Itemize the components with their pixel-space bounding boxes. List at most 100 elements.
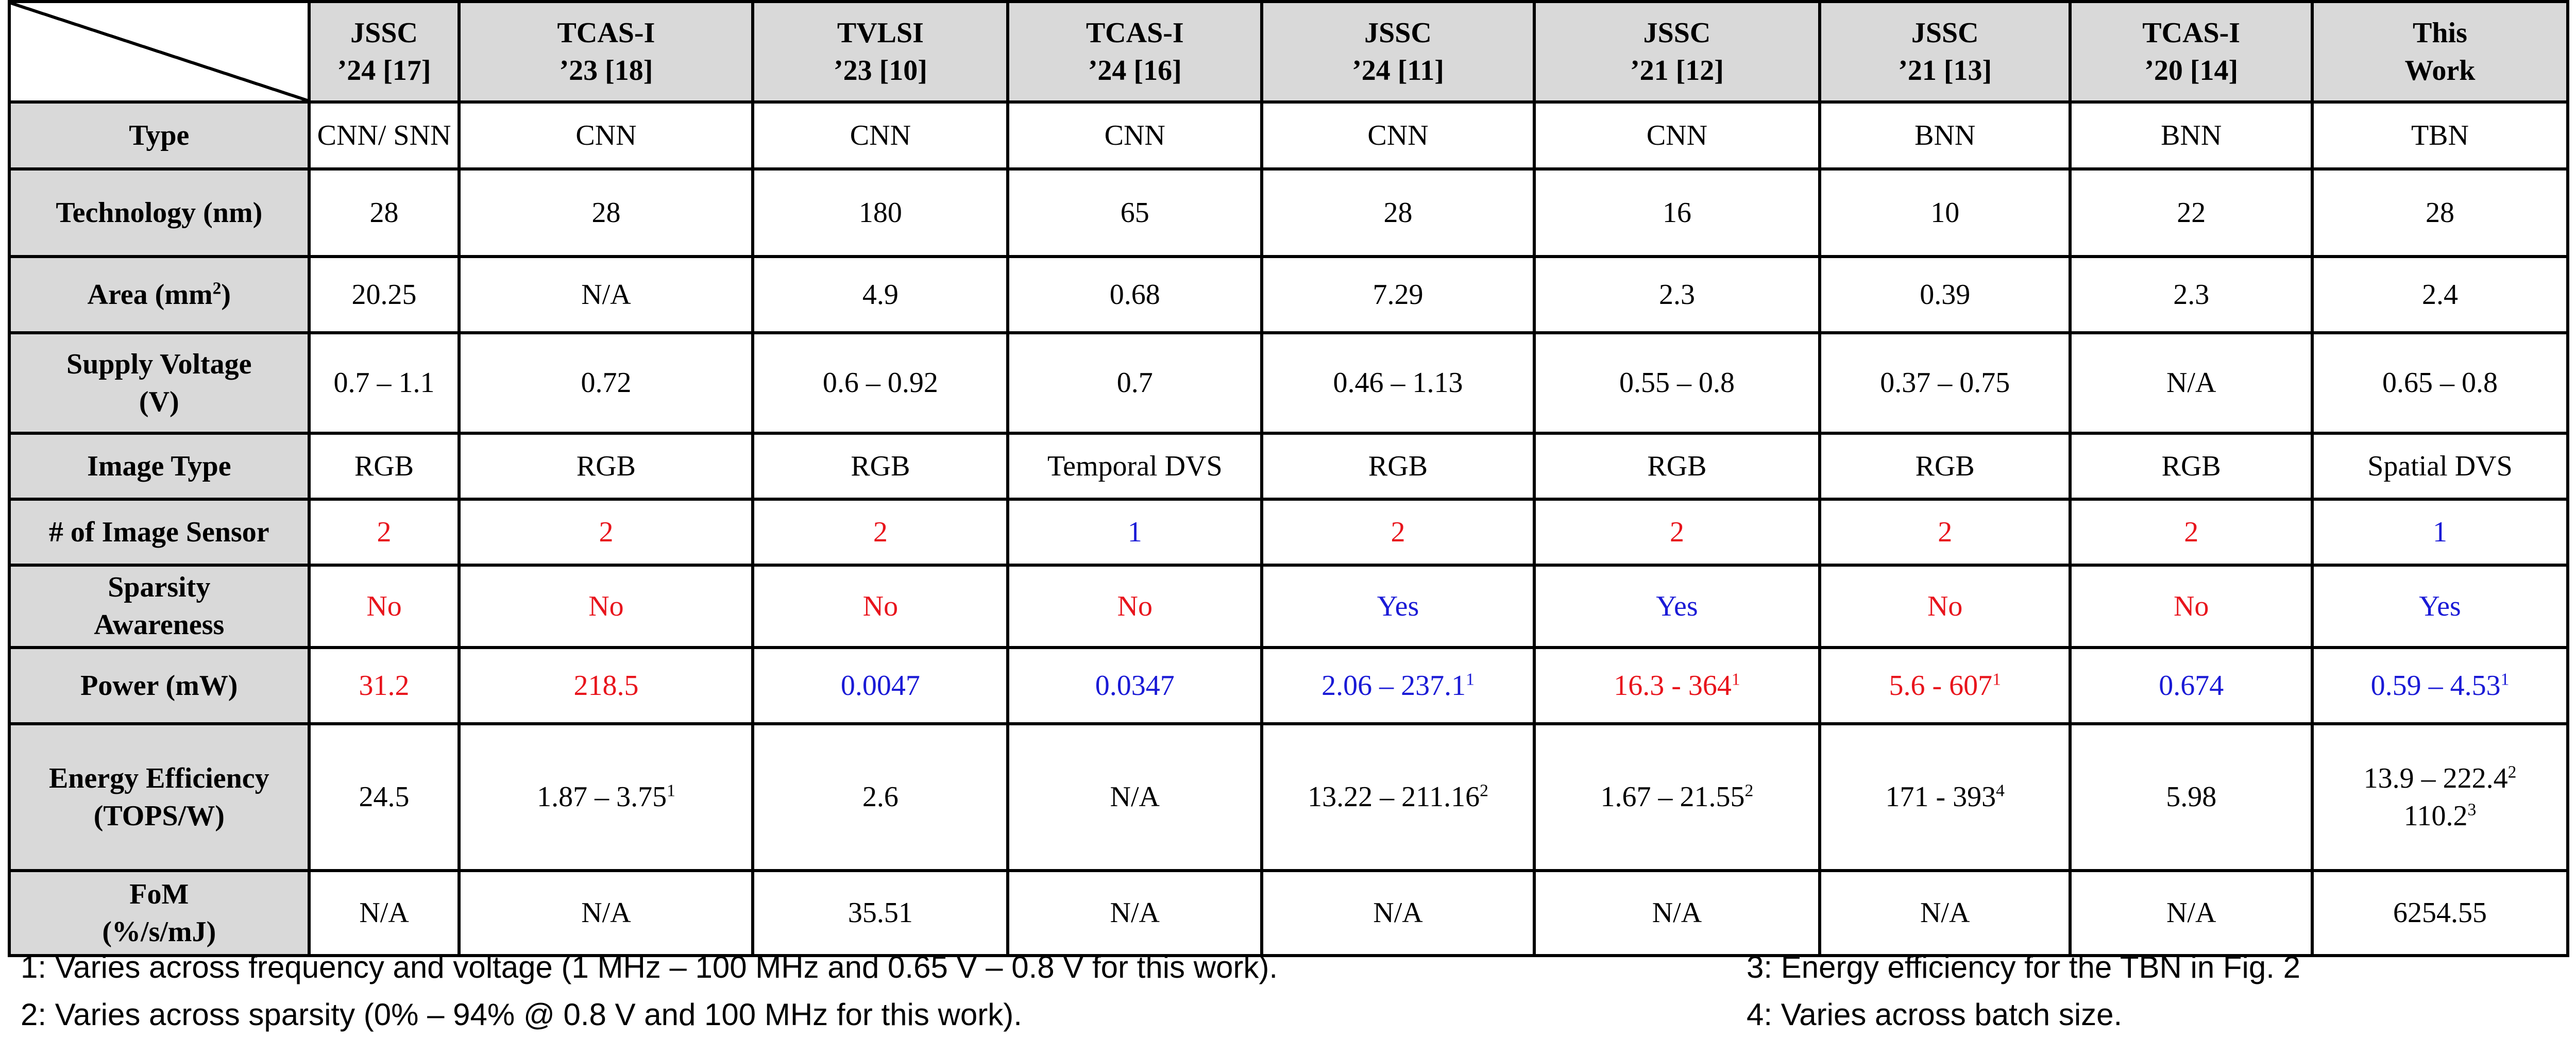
table-cell: RGB xyxy=(1532,432,1822,501)
table-cell: N/A xyxy=(2069,331,2314,435)
footnote: 1: Varies across frequency and voltage (… xyxy=(21,950,1278,984)
table-cell: 13.9 – 222.42 110.23 xyxy=(2310,722,2570,872)
table-cell: 0.0047 xyxy=(751,646,1010,725)
row-label: Type xyxy=(8,100,311,171)
table-row: Power (mW) 31.2 218.5 0.0047 0.0347 2.06 – 23… xyxy=(8,646,2570,725)
table-cell: 0.7 – 1.1 xyxy=(307,331,461,435)
table-cell: RGB xyxy=(1818,432,2072,501)
table-cell: No xyxy=(2069,564,2314,649)
table-cell: 2 xyxy=(1818,498,2072,567)
table-cell: 2 xyxy=(1260,498,1536,567)
table-cell: TBN xyxy=(2310,100,2570,171)
table-cell: 5.6 - 6071 xyxy=(1818,646,2072,725)
comparison-table: JSSC ’24 [17] TCAS-I ’23 [18] TVLSI ’23 [10… xyxy=(8,0,2570,957)
table-cell: N/A xyxy=(1260,869,1536,957)
table-cell: 6254.55 xyxy=(2310,869,2570,957)
table-cell: 2.4 xyxy=(2310,255,2570,334)
table-cell: 218.5 xyxy=(457,646,755,725)
col-header: TCAS-I ’24 [16] xyxy=(1006,0,1264,104)
table-cell: 2 xyxy=(2069,498,2314,567)
col-header: This Work xyxy=(2310,0,2570,104)
table-cell: 171 - 3934 xyxy=(1818,722,2072,872)
table-row: Sparsity Awareness No No No No Yes Yes No No Yes xyxy=(8,564,2570,649)
table-cell: No xyxy=(1006,564,1264,649)
table-cell: Yes xyxy=(1260,564,1536,649)
row-label: Sparsity Awareness xyxy=(8,564,311,649)
table-cell: N/A xyxy=(1006,722,1264,872)
row-label: Power (mW) xyxy=(8,646,311,725)
table-cell: 180 xyxy=(751,167,1010,258)
table-cell: 24.5 xyxy=(307,722,461,872)
table-cell: 22 xyxy=(2069,167,2314,258)
corner-cell xyxy=(8,0,311,104)
table-cell: 0.7 xyxy=(1006,331,1264,435)
table-cell: 5.98 xyxy=(2069,722,2314,872)
col-header: TVLSI ’23 [10] xyxy=(751,0,1010,104)
table-cell: 2.3 xyxy=(1532,255,1822,334)
table-cell: 1.67 – 21.552 xyxy=(1532,722,1822,872)
table-cell: No xyxy=(751,564,1010,649)
table-cell: 2 xyxy=(457,498,755,567)
table-cell: BNN xyxy=(2069,100,2314,171)
table-cell: 0.59 – 4.531 xyxy=(2310,646,2570,725)
table-row: Supply Voltage (V) 0.7 – 1.1 0.72 0.6 – 0.92… xyxy=(8,331,2570,435)
table-cell: N/A xyxy=(1532,869,1822,957)
table-cell: CNN xyxy=(457,100,755,171)
row-label: Technology (nm) xyxy=(8,167,311,258)
table-cell: 7.29 xyxy=(1260,255,1536,334)
table-cell: 0.68 xyxy=(1006,255,1264,334)
table-cell: CNN/ SNN xyxy=(307,100,461,171)
table-row: Area (mm2) 20.25 N/A 4.9 0.68 7.29 2.3 0.39 2.3 2… xyxy=(8,255,2570,334)
table-cell: 0.46 – 1.13 xyxy=(1260,331,1536,435)
row-label: FoM (%/s/mJ) xyxy=(8,869,311,957)
table-cell: RGB xyxy=(1260,432,1536,501)
table-row: Type CNN/ SNN CNN CNN CNN CNN CNN BNN BNN TBN xyxy=(8,100,2570,171)
table-cell: 28 xyxy=(1260,167,1536,258)
row-label: # of Image Sensor xyxy=(8,498,311,567)
table-cell: BNN xyxy=(1818,100,2072,171)
footnotes-right: 3: Energy efficiency for the TBN in Fig.… xyxy=(1747,944,2300,1039)
table-cell: Yes xyxy=(1532,564,1822,649)
footnote: 4: Varies across batch size. xyxy=(1747,997,2123,1032)
table-cell: 4.9 xyxy=(751,255,1010,334)
table-cell: N/A xyxy=(1006,869,1264,957)
table-row: Technology (nm) 28 28 180 65 28 16 10 22 28 xyxy=(8,167,2570,258)
table-cell: 13.22 – 211.162 xyxy=(1260,722,1536,872)
table-cell: 0.0347 xyxy=(1006,646,1264,725)
row-label: Image Type xyxy=(8,432,311,501)
table-cell: 0.65 – 0.8 xyxy=(2310,331,2570,435)
table-cell: CNN xyxy=(1532,100,1822,171)
table-row: Image Type RGB RGB RGB Temporal DVS RGB RGB RGB… xyxy=(8,432,2570,501)
col-header: TCAS-I ’20 [14] xyxy=(2069,0,2314,104)
table-row: Energy Efficiency (TOPS/W) 24.5 1.87 – 3.75… xyxy=(8,722,2570,872)
table-cell: No xyxy=(307,564,461,649)
col-header: JSSC ’21 [13] xyxy=(1818,0,2072,104)
table-cell: N/A xyxy=(307,869,461,957)
table-cell: 0.72 xyxy=(457,331,755,435)
table-cell: 1.87 – 3.751 xyxy=(457,722,755,872)
col-header: JSSC ’24 [17] xyxy=(307,0,461,104)
footnotes-left: 1: Varies across frequency and voltage (… xyxy=(21,944,1278,1039)
footnote: 3: Energy efficiency for the TBN in Fig.… xyxy=(1747,950,2300,984)
table-cell: 28 xyxy=(307,167,461,258)
table-cell: 28 xyxy=(2310,167,2570,258)
table-cell: 20.25 xyxy=(307,255,461,334)
table-cell: RGB xyxy=(2069,432,2314,501)
table-cell: 35.51 xyxy=(751,869,1010,957)
table-cell: 1 xyxy=(1006,498,1264,567)
table-cell: 1 xyxy=(2310,498,2570,567)
table-cell: CNN xyxy=(751,100,1010,171)
row-label: Energy Efficiency (TOPS/W) xyxy=(8,722,311,872)
table-cell: 2 xyxy=(307,498,461,567)
table-cell: 31.2 xyxy=(307,646,461,725)
table-cell: No xyxy=(457,564,755,649)
table-cell: 2 xyxy=(751,498,1010,567)
table-cell: 0.6 – 0.92 xyxy=(751,331,1010,435)
footnote: 2: Varies across sparsity (0% – 94% @ 0.… xyxy=(21,997,1022,1032)
table-cell: 10 xyxy=(1818,167,2072,258)
table-cell: No xyxy=(1818,564,2072,649)
col-header: JSSC ’21 [12] xyxy=(1532,0,1822,104)
table-cell: Spatial DVS xyxy=(2310,432,2570,501)
table-cell: N/A xyxy=(2069,869,2314,957)
table-cell: Yes xyxy=(2310,564,2570,649)
